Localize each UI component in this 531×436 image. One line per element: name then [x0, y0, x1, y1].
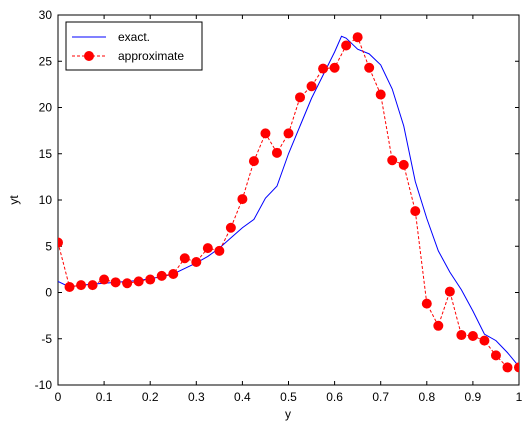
- y-tick-label: -10: [35, 378, 53, 392]
- data-point-approximate: [307, 82, 316, 91]
- data-point-approximate: [203, 244, 212, 253]
- x-tick-label: 0.2: [142, 390, 159, 404]
- legend-label-exact: exact.: [118, 30, 150, 44]
- data-point-approximate: [388, 156, 397, 165]
- data-point-approximate: [445, 287, 454, 296]
- data-point-approximate: [330, 63, 339, 72]
- x-tick-label: 0.9: [465, 390, 482, 404]
- y-tick-label: 15: [39, 147, 53, 161]
- x-tick-label: 0.1: [96, 390, 113, 404]
- data-point-approximate: [353, 33, 362, 42]
- data-point-approximate: [365, 63, 374, 72]
- data-point-approximate: [515, 363, 524, 372]
- data-point-approximate: [342, 41, 351, 50]
- y-tick-label: 25: [39, 54, 53, 68]
- data-point-approximate: [180, 254, 189, 263]
- data-point-approximate: [376, 90, 385, 99]
- y-tick-label: 0: [45, 286, 52, 300]
- legend-label-approximate: approximate: [118, 49, 184, 63]
- y-axis-label: yt: [7, 195, 21, 205]
- x-tick-label: 0.3: [188, 390, 205, 404]
- data-point-approximate: [134, 277, 143, 286]
- data-point-approximate: [88, 281, 97, 290]
- data-point-approximate: [434, 321, 443, 330]
- data-point-approximate: [123, 279, 132, 288]
- data-point-approximate: [249, 157, 258, 166]
- x-tick-label: 0.4: [234, 390, 251, 404]
- data-point-approximate: [146, 275, 155, 284]
- data-point-approximate: [319, 64, 328, 73]
- data-point-approximate: [272, 148, 281, 157]
- data-point-approximate: [261, 129, 270, 138]
- data-point-approximate: [111, 278, 120, 287]
- data-point-approximate: [480, 336, 489, 345]
- data-point-approximate: [54, 238, 63, 247]
- data-point-approximate: [157, 271, 166, 280]
- x-tick-label: 0.6: [326, 390, 343, 404]
- data-point-approximate: [77, 281, 86, 290]
- data-point-approximate: [468, 331, 477, 340]
- x-tick-label: 0.5: [280, 390, 297, 404]
- y-tick-label: 5: [45, 239, 52, 253]
- data-point-approximate: [65, 282, 74, 291]
- x-tick-label: 0.7: [372, 390, 389, 404]
- y-tick-label: 20: [39, 101, 53, 115]
- data-point-approximate: [238, 195, 247, 204]
- data-point-approximate: [192, 257, 201, 266]
- data-point-approximate: [100, 275, 109, 284]
- x-tick-label: 1: [516, 390, 523, 404]
- legend: exact. approximate: [66, 22, 202, 70]
- y-tick-label: 10: [39, 193, 53, 207]
- data-point-approximate: [284, 129, 293, 138]
- data-point-approximate: [491, 351, 500, 360]
- x-axis-label: y: [285, 407, 291, 421]
- data-point-approximate: [169, 270, 178, 279]
- y-tick-label: -5: [41, 332, 52, 346]
- data-point-approximate: [422, 299, 431, 308]
- legend-marker-approximate: [85, 52, 94, 61]
- data-point-approximate: [296, 93, 305, 102]
- x-tick-label: 0.8: [418, 390, 435, 404]
- data-point-approximate: [503, 363, 512, 372]
- data-point-approximate: [215, 246, 224, 255]
- data-point-approximate: [399, 160, 408, 169]
- x-tick-label: 0: [55, 390, 62, 404]
- y-tick-label: 30: [39, 8, 53, 22]
- data-point-approximate: [411, 207, 420, 216]
- data-point-approximate: [226, 223, 235, 232]
- data-point-approximate: [457, 331, 466, 340]
